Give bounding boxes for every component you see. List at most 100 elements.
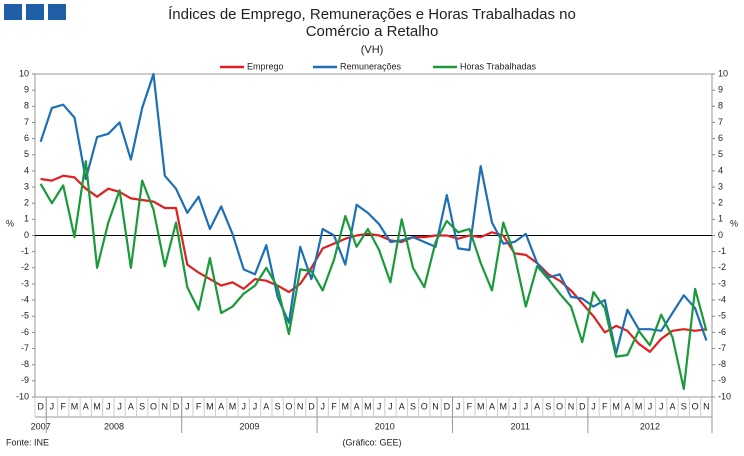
y2-tick-label: -3 — [718, 278, 726, 288]
y2-tick-label: 5 — [718, 149, 723, 159]
x-tick-label: S — [410, 401, 416, 411]
x-tick-label: A — [128, 401, 134, 411]
y2-tick-label: 7 — [718, 117, 723, 127]
y2-tick-label: 6 — [718, 133, 723, 143]
x-tick-label: O — [692, 401, 699, 411]
x-tick-label: F — [196, 401, 202, 411]
x-tick-label: D — [308, 401, 315, 411]
x-tick-label: F — [60, 401, 66, 411]
y-tick-label: -1 — [21, 246, 29, 256]
x-tick-label: J — [659, 401, 664, 411]
x-tick-label: M — [229, 401, 237, 411]
x-tick-label: J — [648, 401, 653, 411]
year-label: 2007 — [31, 421, 51, 431]
x-tick-label: A — [670, 401, 676, 411]
y-tick-label: 5 — [24, 149, 29, 159]
x-tick-label: O — [556, 401, 563, 411]
x-tick-label: A — [534, 401, 540, 411]
x-tick-label: S — [275, 401, 281, 411]
x-tick-label: A — [83, 401, 89, 411]
y-tick-label: 6 — [24, 133, 29, 143]
y-tick-label: -4 — [21, 294, 29, 304]
x-tick-label: D — [444, 401, 451, 411]
y2-tick-label: -4 — [718, 294, 726, 304]
credit: (Gráfico: GEE) — [342, 437, 401, 447]
x-tick-label: N — [297, 401, 304, 411]
logo-block — [26, 4, 44, 20]
legend-label: Emprego — [247, 61, 284, 71]
x-tick-label: F — [602, 401, 608, 411]
y-tick-label: 8 — [24, 101, 29, 111]
y2-tick-label: -9 — [718, 375, 726, 385]
x-tick-label: F — [331, 401, 337, 411]
x-tick-label: M — [500, 401, 508, 411]
y2-tick-label: -10 — [718, 391, 731, 401]
x-tick-label: A — [263, 401, 269, 411]
x-tick-label: J — [185, 401, 190, 411]
x-tick-label: M — [477, 401, 485, 411]
x-tick-label: J — [456, 401, 461, 411]
x-tick-label: D — [173, 401, 180, 411]
y2-tick-label: -1 — [718, 246, 726, 256]
y-tick-label: -8 — [21, 359, 29, 369]
y-tick-label: -7 — [21, 343, 29, 353]
x-tick-label: A — [354, 401, 360, 411]
x-tick-label: D — [37, 401, 44, 411]
year-label: 2012 — [640, 421, 660, 431]
y-tick-label: 4 — [24, 165, 29, 175]
x-tick-label: S — [545, 401, 551, 411]
year-label: 2008 — [104, 421, 124, 431]
y2-tick-label: 1 — [718, 214, 723, 224]
x-tick-label: O — [285, 401, 292, 411]
subtitle: (VH) — [361, 44, 384, 56]
x-tick-label: J — [106, 401, 111, 411]
source: Fonte: INE — [6, 437, 49, 447]
x-tick-label: M — [206, 401, 214, 411]
x-tick-label: J — [241, 401, 246, 411]
x-tick-label: F — [467, 401, 473, 411]
y-tick-label: 2 — [24, 198, 29, 208]
x-tick-label: A — [624, 401, 630, 411]
x-tick-label: J — [253, 401, 258, 411]
y-tick-label: 1 — [24, 214, 29, 224]
logo-block — [48, 4, 66, 20]
series-line — [39, 72, 708, 355]
x-tick-label: M — [612, 401, 620, 411]
y-axis-label: % — [6, 218, 14, 228]
legend-label: Remunerações — [340, 61, 402, 71]
y-tick-label: -6 — [21, 327, 29, 337]
y2-tick-label: 9 — [718, 85, 723, 95]
y2-tick-label: 0 — [718, 230, 723, 240]
legend-label: Horas Trabalhadas — [460, 61, 537, 71]
y2-tick-label: -7 — [718, 343, 726, 353]
y2-tick-label: 10 — [718, 68, 728, 78]
y-tick-label: -3 — [21, 278, 29, 288]
logo-block — [4, 4, 22, 20]
x-tick-label: S — [139, 401, 145, 411]
x-tick-label: M — [71, 401, 79, 411]
chart-title: Índices de Emprego, Remunerações e Horas… — [168, 6, 576, 40]
x-tick-label: J — [591, 401, 596, 411]
y2-tick-label: -6 — [718, 327, 726, 337]
y2-tick-label: 3 — [718, 181, 723, 191]
y-tick-label: 0 — [24, 230, 29, 240]
series-line — [39, 160, 708, 390]
x-tick-label: O — [421, 401, 428, 411]
x-tick-label: A — [218, 401, 224, 411]
x-tick-label: M — [93, 401, 101, 411]
x-tick-label: J — [50, 401, 55, 411]
year-label: 2010 — [375, 421, 395, 431]
x-tick-label: J — [524, 401, 529, 411]
y-tick-label: 7 — [24, 117, 29, 127]
series-line — [40, 174, 707, 353]
y2-tick-label: -5 — [718, 311, 726, 321]
x-tick-label: J — [117, 401, 122, 411]
y-tick-label: 9 — [24, 85, 29, 95]
x-tick-label: J — [377, 401, 382, 411]
x-tick-label: N — [568, 401, 575, 411]
x-tick-label: J — [388, 401, 393, 411]
x-tick-label: N — [162, 401, 169, 411]
x-tick-label: N — [432, 401, 439, 411]
